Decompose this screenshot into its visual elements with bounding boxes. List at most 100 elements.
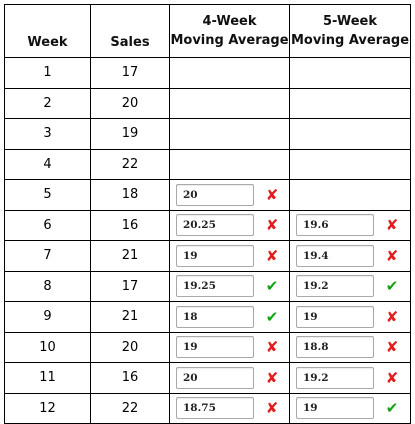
- sales-header-label: Sales: [110, 35, 150, 50]
- week-cell: 6: [4, 209, 91, 241]
- table-body: 1 17 2 20 3 19 4 22 5 18 20 ✘ 6 16 20.25 ✘ 19.6 ✘ 7 21 19 ✘ 19…: [4, 57, 411, 424]
- red-x-icon: ✘: [385, 246, 399, 265]
- four-week-ma-cell: [169, 87, 290, 119]
- table-row: 10 20 19 ✘ 18.8 ✘: [4, 331, 411, 363]
- week-cell: 9: [4, 301, 91, 333]
- five-week-ma-input[interactable]: 18.8: [296, 336, 374, 359]
- four-week-ma-cell: [169, 57, 290, 89]
- green-check-icon: ✔: [385, 277, 399, 296]
- red-x-icon: ✘: [265, 368, 279, 387]
- answer-group: 18.75 ✘: [170, 394, 289, 424]
- four-week-ma-input[interactable]: 20.25: [176, 214, 254, 237]
- week-cell: 2: [4, 87, 91, 119]
- answer-group: 19 ✔: [290, 394, 410, 424]
- four-week-ma-column-header: 4-Week Moving Average: [169, 4, 290, 58]
- sales-cell: 21: [90, 301, 170, 333]
- sales-cell: 17: [90, 57, 170, 89]
- five-week-header-line1: 5-Week: [322, 14, 377, 29]
- green-check-icon: ✔: [265, 307, 279, 326]
- five-week-ma-cell: 19.4 ✘: [289, 240, 411, 272]
- four-week-ma-cell: 18 ✔: [169, 301, 290, 333]
- table-row: 11 16 20 ✘ 19.2 ✘: [4, 362, 411, 394]
- week-cell: 4: [4, 148, 91, 180]
- five-week-ma-cell: 19.2 ✘: [289, 362, 411, 394]
- sales-cell: 21: [90, 240, 170, 272]
- five-week-ma-cell: 18.8 ✘: [289, 331, 411, 363]
- four-week-ma-input[interactable]: 19: [176, 336, 254, 359]
- five-week-ma-cell: 19 ✔: [289, 392, 411, 424]
- four-week-ma-cell: [169, 148, 290, 180]
- table-row: 1 17: [4, 57, 411, 89]
- answer-group: 19.25 ✔: [170, 272, 289, 302]
- four-week-ma-input[interactable]: 19.25: [176, 275, 254, 298]
- week-cell: 11: [4, 362, 91, 394]
- red-x-icon: ✘: [265, 338, 279, 357]
- week-cell: 8: [4, 270, 91, 302]
- sales-cell: 20: [90, 331, 170, 363]
- answer-group: 18 ✔: [170, 302, 289, 332]
- five-week-ma-cell: [289, 148, 411, 180]
- week-cell: 3: [4, 118, 91, 150]
- five-week-ma-cell: [289, 179, 411, 211]
- four-week-ma-cell: 20.25 ✘: [169, 209, 290, 241]
- table-row: 8 17 19.25 ✔ 19.2 ✔: [4, 270, 411, 302]
- four-week-ma-input[interactable]: 18: [176, 305, 254, 328]
- red-x-icon: ✘: [385, 307, 399, 326]
- sales-cell: 22: [90, 392, 170, 424]
- five-week-ma-input[interactable]: 19.4: [296, 244, 374, 267]
- five-week-ma-cell: 19.2 ✔: [289, 270, 411, 302]
- four-week-ma-cell: 20 ✘: [169, 179, 290, 211]
- answer-group: 19 ✘: [170, 333, 289, 363]
- four-week-ma-input[interactable]: 19: [176, 244, 254, 267]
- five-week-ma-input[interactable]: 19.6: [296, 214, 374, 237]
- answer-group: 18.8 ✘: [290, 333, 410, 363]
- five-week-ma-column-header: 5-Week Moving Average: [289, 4, 411, 58]
- red-x-icon: ✘: [265, 216, 279, 235]
- red-x-icon: ✘: [385, 368, 399, 387]
- green-check-icon: ✔: [385, 399, 399, 418]
- week-cell: 1: [4, 57, 91, 89]
- table-row: 4 22: [4, 148, 411, 180]
- green-check-icon: ✔: [265, 277, 279, 296]
- five-week-ma-cell: 19 ✘: [289, 301, 411, 333]
- answer-group: 19.2 ✘: [290, 363, 410, 393]
- red-x-icon: ✘: [265, 399, 279, 418]
- four-week-header-line1: 4-Week: [202, 14, 257, 29]
- five-week-ma-input[interactable]: 19.2: [296, 366, 374, 389]
- week-cell: 12: [4, 392, 91, 424]
- answer-group: 20.25 ✘: [170, 211, 289, 241]
- red-x-icon: ✘: [385, 216, 399, 235]
- five-week-ma-input[interactable]: 19.2: [296, 275, 374, 298]
- table-row: 3 19: [4, 118, 411, 150]
- four-week-ma-cell: [169, 118, 290, 150]
- header-row: Week Sales 4-Week Moving Average 5-Week …: [4, 4, 411, 58]
- week-column-header: Week: [4, 4, 91, 58]
- four-week-ma-cell: 18.75 ✘: [169, 392, 290, 424]
- five-week-header-line2: Moving Average: [290, 33, 410, 48]
- answer-group: 19 ✘: [290, 302, 410, 332]
- week-cell: 7: [4, 240, 91, 272]
- five-week-ma-input[interactable]: 19: [296, 397, 374, 420]
- five-week-ma-cell: [289, 87, 411, 119]
- sales-cell: 17: [90, 270, 170, 302]
- sales-cell: 19: [90, 118, 170, 150]
- four-week-ma-input[interactable]: 20: [176, 366, 254, 389]
- four-week-ma-input[interactable]: 18.75: [176, 397, 254, 420]
- red-x-icon: ✘: [265, 185, 279, 204]
- answer-group: 19.6 ✘: [290, 211, 410, 241]
- five-week-ma-input[interactable]: 19: [296, 305, 374, 328]
- four-week-ma-cell: 20 ✘: [169, 362, 290, 394]
- answer-group: 19 ✘: [170, 241, 289, 271]
- four-week-ma-cell: 19 ✘: [169, 240, 290, 272]
- moving-average-table: Week Sales 4-Week Moving Average 5-Week …: [4, 4, 411, 424]
- table-row: 12 22 18.75 ✘ 19 ✔: [4, 392, 411, 424]
- sales-cell: 20: [90, 87, 170, 119]
- table-row: 5 18 20 ✘: [4, 179, 411, 211]
- sales-column-header: Sales: [90, 4, 170, 58]
- four-week-ma-input[interactable]: 20: [176, 183, 254, 206]
- answer-group: 20 ✘: [170, 363, 289, 393]
- week-header-label: Week: [27, 35, 68, 50]
- sales-cell: 22: [90, 148, 170, 180]
- week-cell: 10: [4, 331, 91, 363]
- week-cell: 5: [4, 179, 91, 211]
